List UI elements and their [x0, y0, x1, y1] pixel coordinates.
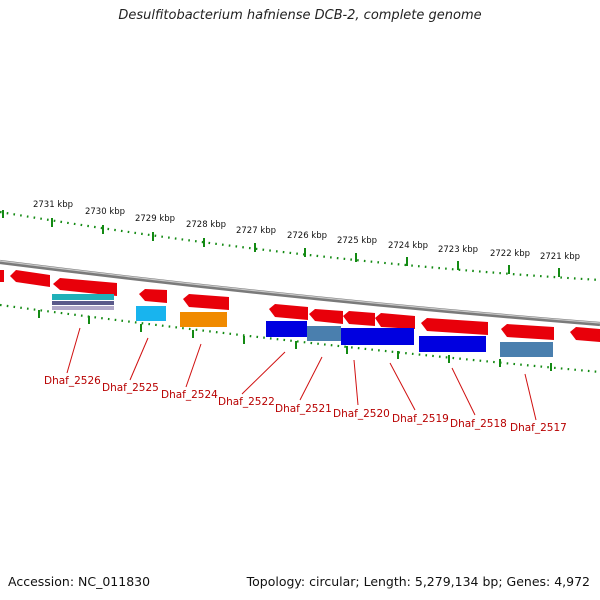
- kbp-label: 2721 kbp: [540, 252, 580, 262]
- leader-line: [353, 359, 359, 406]
- gene-label[interactable]: Dhaf_2518: [450, 418, 507, 430]
- kbp-label: 2730 kbp: [85, 207, 125, 217]
- forward-gene[interactable]: [139, 289, 167, 303]
- forward-gene[interactable]: [570, 327, 600, 342]
- forward-gene[interactable]: [343, 311, 375, 326]
- forward-gene[interactable]: [309, 309, 343, 324]
- feature-bar[interactable]: [52, 306, 114, 310]
- outer-ruler: [0, 210, 600, 282]
- kbp-label: 2726 kbp: [287, 231, 327, 241]
- gene-label[interactable]: Dhaf_2519: [392, 413, 449, 425]
- forward-gene[interactable]: [0, 270, 4, 282]
- feature-bar[interactable]: [266, 321, 307, 337]
- forward-gene[interactable]: [501, 324, 554, 340]
- kbp-label: 2729 kbp: [135, 214, 175, 224]
- forward-gene[interactable]: [183, 294, 229, 310]
- genome-backbone: [0, 259, 600, 327]
- forward-gene[interactable]: [53, 278, 117, 296]
- leader-line: [451, 367, 476, 416]
- gene-label[interactable]: Dhaf_2524: [161, 389, 218, 401]
- leader-line: [524, 373, 537, 421]
- forward-gene[interactable]: [421, 318, 488, 335]
- kbp-label: 2731 kbp: [33, 200, 73, 210]
- leader-line: [241, 351, 286, 395]
- feature-bar[interactable]: [419, 336, 486, 352]
- inner-ruler: [0, 303, 600, 374]
- gene-label[interactable]: Dhaf_2526: [44, 375, 101, 387]
- feature-bar[interactable]: [52, 294, 114, 300]
- forward-gene[interactable]: [10, 270, 50, 287]
- accession-text: Accession: NC_011830: [8, 574, 151, 589]
- kbp-label: 2727 kbp: [236, 226, 276, 236]
- kbp-labels: 2731 kbp 2730 kbp 2729 kbp 2728 kbp 2727…: [33, 200, 580, 262]
- label-leaders: [66, 327, 537, 421]
- genome-title: Desulfitobacterium hafniense DCB-2, comp…: [118, 8, 482, 23]
- kbp-label: 2725 kbp: [337, 236, 377, 246]
- kbp-label: 2724 kbp: [388, 241, 428, 251]
- forward-strand-genes: [0, 270, 600, 342]
- forward-gene[interactable]: [269, 304, 308, 320]
- gene-label[interactable]: Dhaf_2521: [275, 403, 332, 415]
- feature-bar[interactable]: [136, 306, 166, 321]
- kbp-label: 2723 kbp: [438, 245, 478, 255]
- feature-bar[interactable]: [307, 326, 341, 341]
- leader-line: [66, 327, 81, 374]
- gene-label[interactable]: Dhaf_2522: [218, 396, 275, 408]
- leader-line: [129, 337, 149, 381]
- leader-line: [185, 343, 202, 388]
- feature-bar[interactable]: [341, 328, 414, 345]
- gene-label[interactable]: Dhaf_2520: [333, 408, 390, 420]
- gene-label[interactable]: Dhaf_2517: [510, 422, 567, 434]
- kbp-label: 2728 kbp: [186, 220, 226, 230]
- gene-label[interactable]: Dhaf_2525: [102, 382, 159, 394]
- kbp-label: 2722 kbp: [490, 249, 530, 259]
- genome-summary-text: Topology: circular; Length: 5,279,134 bp…: [246, 574, 590, 589]
- feature-bar[interactable]: [500, 342, 553, 357]
- gene-labels: Dhaf_2526 Dhaf_2525 Dhaf_2524 Dhaf_2522 …: [44, 375, 567, 434]
- feature-bar[interactable]: [180, 312, 227, 327]
- feature-bar[interactable]: [52, 301, 114, 305]
- leader-line: [389, 362, 416, 411]
- leader-line: [299, 356, 323, 401]
- reverse-features: [52, 294, 553, 357]
- forward-gene[interactable]: [375, 313, 415, 329]
